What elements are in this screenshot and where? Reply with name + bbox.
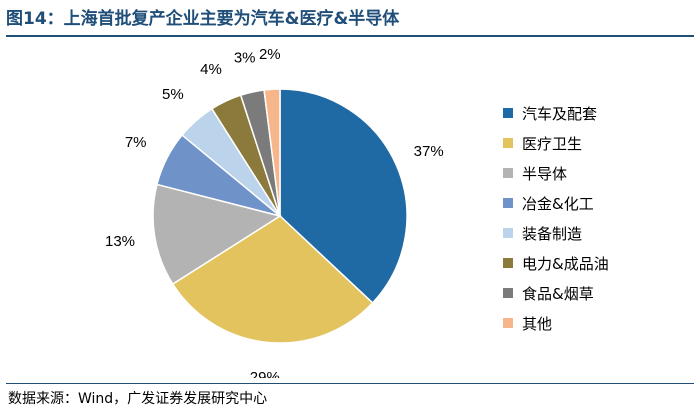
legend-item-3: 半导体 <box>503 158 609 188</box>
page-title: 图14：上海首批复产企业主要为汽车&医疗&半导体 <box>6 9 400 29</box>
data-label-2: 29% <box>250 369 280 378</box>
legend-swatch <box>503 288 513 298</box>
legend-swatch <box>503 318 513 328</box>
pie-slice-1 <box>279 88 408 305</box>
data-label-1: 37% <box>414 143 444 160</box>
legend-swatch <box>503 108 513 118</box>
legend-label: 装备制造 <box>522 224 583 243</box>
data-label-3: 13% <box>105 233 135 250</box>
legend-label: 冶金&化工 <box>522 194 594 213</box>
pie-slice-8 <box>263 88 281 217</box>
data-label-8: 2% <box>259 46 281 63</box>
legend-item-2: 医疗卫生 <box>503 128 609 158</box>
source-note: 数据来源：Wind，广发证券发展研究中心 <box>8 391 268 407</box>
legend-item-5: 装备制造 <box>503 218 609 248</box>
chart-legend: 汽车及配套医疗卫生半导体冶金&化工装备制造电力&成品油 食品&烟草其他 <box>503 98 609 338</box>
legend-label: 其他 <box>522 314 553 333</box>
pie-slices <box>152 88 408 344</box>
legend-label: 医疗卫生 <box>522 134 583 153</box>
footer-divider <box>6 383 694 384</box>
pie-slice-2 <box>171 215 374 344</box>
pie-chart: 37% 29% 13% 7% 5% 4% 3% 2% <box>105 46 444 378</box>
data-label-4: 7% <box>125 134 147 151</box>
data-label-5: 5% <box>162 86 184 103</box>
legend-label: 半导体 <box>522 164 568 183</box>
legend-item-4: 冶金&化工 <box>503 188 609 218</box>
legend-swatch <box>503 138 513 148</box>
legend-item-7: 食品&烟草 <box>503 278 609 308</box>
legend-swatch <box>503 168 513 178</box>
legend-swatch <box>503 258 513 268</box>
pie-data-labels: 37% 29% 13% 7% 5% 4% 3% 2% <box>105 46 444 378</box>
legend-label: 电力&成品油 <box>522 254 609 273</box>
legend-item-6: 电力&成品油 <box>503 248 609 278</box>
legend-label: 汽车及配套 <box>522 104 598 123</box>
legend-label: 食品&烟草 <box>522 284 594 303</box>
legend-item-8: 其他 <box>503 308 609 338</box>
pie-slice-3 <box>152 183 282 286</box>
title-divider <box>6 35 694 37</box>
data-label-6: 4% <box>200 61 222 78</box>
legend-swatch <box>503 228 513 238</box>
data-label-7: 3% <box>234 49 256 66</box>
legend-swatch <box>503 198 513 208</box>
legend-item-1: 汽车及配套 <box>503 98 609 128</box>
